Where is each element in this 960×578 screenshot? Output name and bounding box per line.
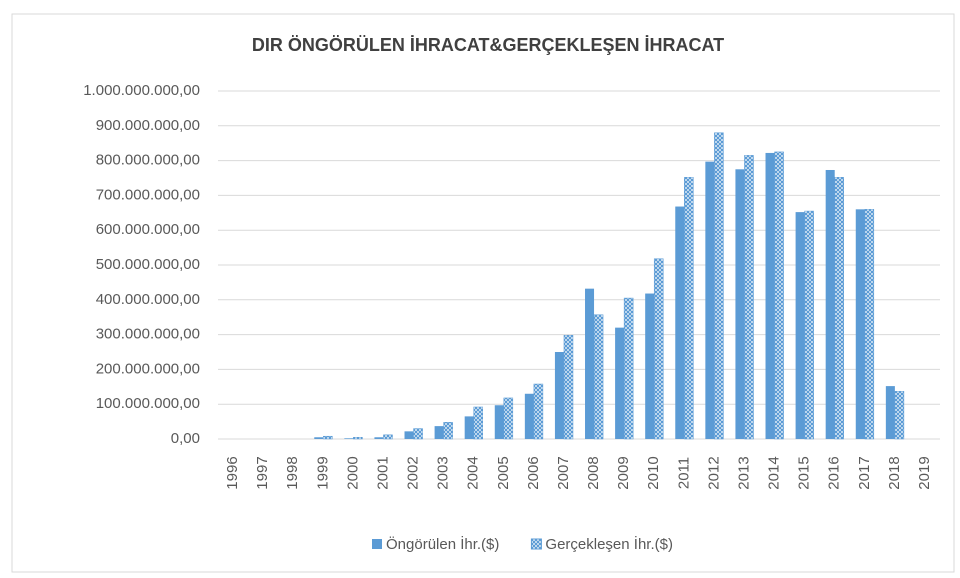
bar	[825, 169, 835, 439]
bar	[675, 206, 685, 439]
bar	[714, 132, 724, 440]
y-tick-label: 1.000.000.000,00	[83, 82, 200, 99]
legend-label: Gerçekleşen İhr.($)	[545, 535, 673, 553]
x-tick-label: 2003	[435, 456, 452, 489]
bar	[503, 397, 514, 440]
bar	[894, 391, 905, 440]
x-tick-label: 1996	[224, 456, 241, 489]
y-tick-label: 500.000.000,00	[96, 256, 200, 273]
bar	[774, 151, 784, 440]
bar	[344, 438, 354, 439]
bar	[374, 437, 384, 439]
x-tick-label: 2000	[344, 456, 361, 489]
bar	[593, 314, 604, 440]
bar	[314, 437, 324, 439]
x-tick-label: 2007	[555, 456, 572, 489]
x-tick-label: 2009	[615, 456, 632, 489]
bar	[434, 426, 444, 439]
bar	[804, 210, 814, 440]
x-tick-label: 2015	[796, 456, 813, 489]
bar	[323, 435, 333, 440]
chart-title: DIR ÖNGÖRÜLEN İHRACAT&GERÇEKLEŞEN İHRACA…	[252, 35, 724, 55]
bar	[885, 386, 895, 439]
legend-swatch	[372, 539, 382, 549]
bar	[855, 209, 865, 439]
bar	[623, 297, 634, 440]
bar	[864, 209, 875, 440]
y-tick-label: 700.000.000,00	[96, 186, 200, 203]
x-tick-label: 2014	[766, 456, 783, 489]
bar	[653, 258, 664, 440]
x-tick-label: 1999	[314, 456, 331, 489]
bar	[404, 431, 414, 439]
x-tick-label: 1997	[254, 456, 271, 489]
x-tick-label: 2008	[585, 456, 602, 489]
bar	[563, 335, 574, 440]
y-tick-label: 200.000.000,00	[96, 360, 200, 377]
x-tick-label: 1998	[284, 456, 301, 489]
x-tick-label: 2010	[645, 456, 662, 489]
x-tick-label: 2013	[735, 456, 752, 489]
bar	[735, 169, 745, 440]
x-tick-label: 2018	[886, 456, 903, 489]
bar	[533, 383, 544, 440]
x-tick-label: 2011	[675, 457, 692, 489]
y-tick-label: 0,00	[171, 430, 200, 447]
bar	[765, 152, 775, 439]
bar	[744, 155, 754, 440]
x-tick-label: 2002	[405, 456, 422, 489]
x-tick-label: 2012	[705, 456, 722, 489]
bar	[645, 293, 655, 439]
bar	[383, 434, 393, 440]
bar	[585, 288, 595, 439]
x-tick-label: 2017	[856, 456, 873, 489]
x-tick-label: 2005	[495, 456, 512, 489]
bar	[443, 422, 453, 440]
bar	[464, 416, 474, 439]
y-tick-label: 600.000.000,00	[96, 221, 200, 238]
legend-swatch	[530, 538, 542, 550]
bar	[413, 428, 423, 440]
bar	[705, 161, 715, 440]
bar	[615, 327, 625, 439]
bar	[834, 177, 844, 440]
y-tick-label: 800.000.000,00	[96, 152, 200, 169]
bar	[353, 437, 363, 440]
y-tick-label: 100.000.000,00	[96, 395, 200, 412]
bar	[473, 406, 483, 440]
y-tick-label: 300.000.000,00	[96, 326, 200, 343]
y-tick-label: 400.000.000,00	[96, 291, 200, 308]
bar	[795, 212, 805, 439]
x-tick-label: 2016	[826, 456, 843, 489]
y-tick-label: 900.000.000,00	[96, 117, 200, 134]
bar	[554, 352, 564, 439]
bar	[494, 405, 504, 439]
bar	[684, 177, 694, 440]
x-tick-label: 2019	[916, 456, 933, 489]
x-tick-label: 2001	[374, 456, 391, 489]
bar	[524, 393, 534, 439]
x-tick-label: 2004	[465, 456, 482, 489]
x-tick-label: 2006	[525, 456, 542, 489]
legend-label: Öngörülen İhr.($)	[386, 535, 499, 553]
